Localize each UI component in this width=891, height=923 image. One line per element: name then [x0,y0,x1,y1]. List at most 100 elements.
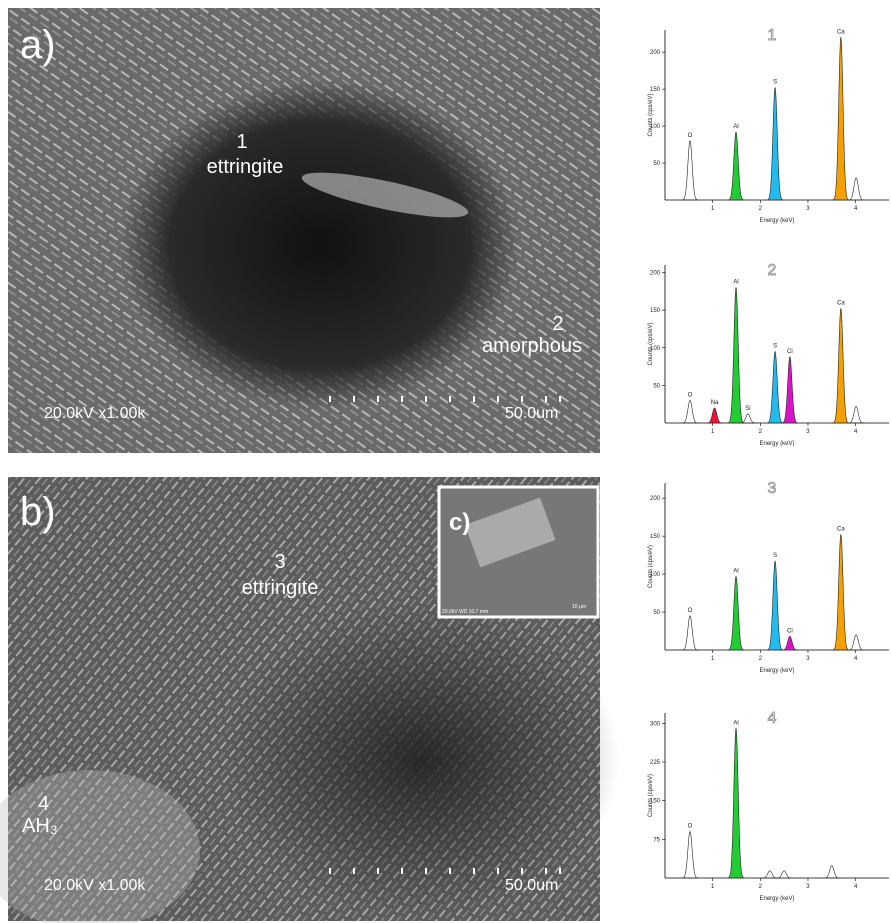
chart-title: 2 [768,262,777,279]
peak-label: O [688,392,693,398]
spectrum-peak [681,616,698,650]
y-tick-label: 150 [650,308,661,314]
chart-title: 4 [768,710,777,727]
spectrum-peak [727,576,744,650]
spectrum-peak [727,288,744,423]
spectrum-peak [767,561,784,650]
inset-image: c) 20.0kV WD 10.7 mm 10 µm [439,487,598,617]
spectrum-peak [781,357,798,423]
panel-label: b) [20,490,56,534]
peak-label: O [688,133,693,139]
y-axis-label: Counts (cps/eV) [648,322,654,365]
x-tick-label: 1 [711,884,715,890]
x-tick-label: 4 [854,429,858,435]
spectrum-peak [727,132,744,200]
spectrum-peak [823,866,840,878]
scale-bar-label: 50.0um [505,877,558,894]
site-label: AH₃ [22,815,58,837]
peak-label: Al [733,568,738,574]
x-tick-label: 3 [806,429,810,435]
x-tick-label: 4 [854,884,858,890]
y-tick-label: 200 [650,496,661,502]
sem-info: 20.0kV x1.00k [44,877,146,894]
peak-label: Cl [787,628,793,634]
x-tick-label: 4 [854,206,858,212]
x-tick-label: 3 [806,656,810,662]
spectrum-peak [848,178,865,200]
x-tick-label: 2 [759,206,763,212]
x-tick-label: 2 [759,656,763,662]
x-axis-label: Energy (keV) [759,441,794,447]
x-axis-label: Energy (keV) [759,896,794,902]
spectrum-peak [727,728,744,877]
peak-label: Si [745,406,750,412]
panel-label: a) [20,23,56,67]
sem-info: 20.0kV x1.00k [44,405,146,422]
figure: a) 1 ettringite 2 amorphous 20.0kV x1.00… [0,0,891,923]
site-number: 4 [38,793,49,815]
x-axis-label: Energy (keV) [759,668,794,674]
inset-info: 20.0kV WD 10.7 mm [442,609,488,615]
y-tick-label: 50 [653,161,660,167]
y-axis-label: Counts (cps/eV) [648,93,654,136]
peak-label: Al [733,720,738,726]
y-tick-label: 150 [650,534,661,540]
spectrum-peak [832,37,849,200]
scale-bar-label: 50.0um [505,405,558,422]
y-tick-label: 200 [650,271,661,277]
spectrum-peak [832,535,849,650]
peak-label: Ca [837,527,845,533]
x-tick-label: 2 [759,884,763,890]
inset-scale: 10 µm [572,604,586,610]
spectrum-peak [767,88,784,200]
peak-label: Cl [787,349,793,355]
y-tick-label: 225 [650,760,661,766]
spectrum-peak [681,141,698,200]
peak-label: S [773,344,777,350]
x-tick-label: 1 [711,429,715,435]
peak-label: Al [733,124,738,130]
sem-image-b: b) 3 ettringite 4 AH₃ 20.0kV x1.00k 50.0… [0,477,620,923]
sem-image-a: a) 1 ettringite 2 amorphous 20.0kV x1.00… [8,8,600,453]
peak-label: Na [711,400,719,406]
spectrum-peak [767,352,784,423]
y-axis-label: Counts (cps/eV) [648,774,654,817]
x-tick-label: 1 [711,206,715,212]
peak-label: Al [733,280,738,286]
site-number: 2 [552,313,563,335]
y-tick-label: 150 [650,87,661,93]
spectrum-peak [706,408,723,423]
peak-label: Ca [837,301,845,307]
site-label: amorphous [482,335,582,357]
spectrum-peak [781,636,798,650]
inset-label: c) [449,509,470,536]
y-axis-label: Counts (cps/eV) [648,545,654,588]
site-label: ettringite [242,577,319,599]
x-axis-label: Energy (keV) [759,218,794,224]
y-tick-label: 200 [650,50,661,56]
x-tick-label: 1 [711,656,715,662]
x-tick-label: 4 [854,656,858,662]
spectrum-peak [776,871,793,878]
site-number: 3 [274,551,285,573]
y-tick-label: 50 [653,610,660,616]
site-number: 1 [236,131,247,153]
spectrum-peak [848,635,865,650]
peak-label: S [773,553,777,559]
site-label: ettringite [207,156,284,178]
peak-label: S [773,80,777,86]
x-tick-label: 3 [806,884,810,890]
x-tick-label: 3 [806,206,810,212]
peak-label: O [688,608,693,614]
chart-title: 1 [768,27,777,44]
spectrum-peak [681,400,698,423]
y-tick-label: 75 [653,837,660,843]
spectrum-peak [761,871,778,878]
spectrum-peak [832,309,849,423]
spectrum-peak [681,832,698,878]
peak-label: Ca [837,29,845,35]
y-tick-label: 50 [653,383,660,389]
x-tick-label: 2 [759,429,763,435]
